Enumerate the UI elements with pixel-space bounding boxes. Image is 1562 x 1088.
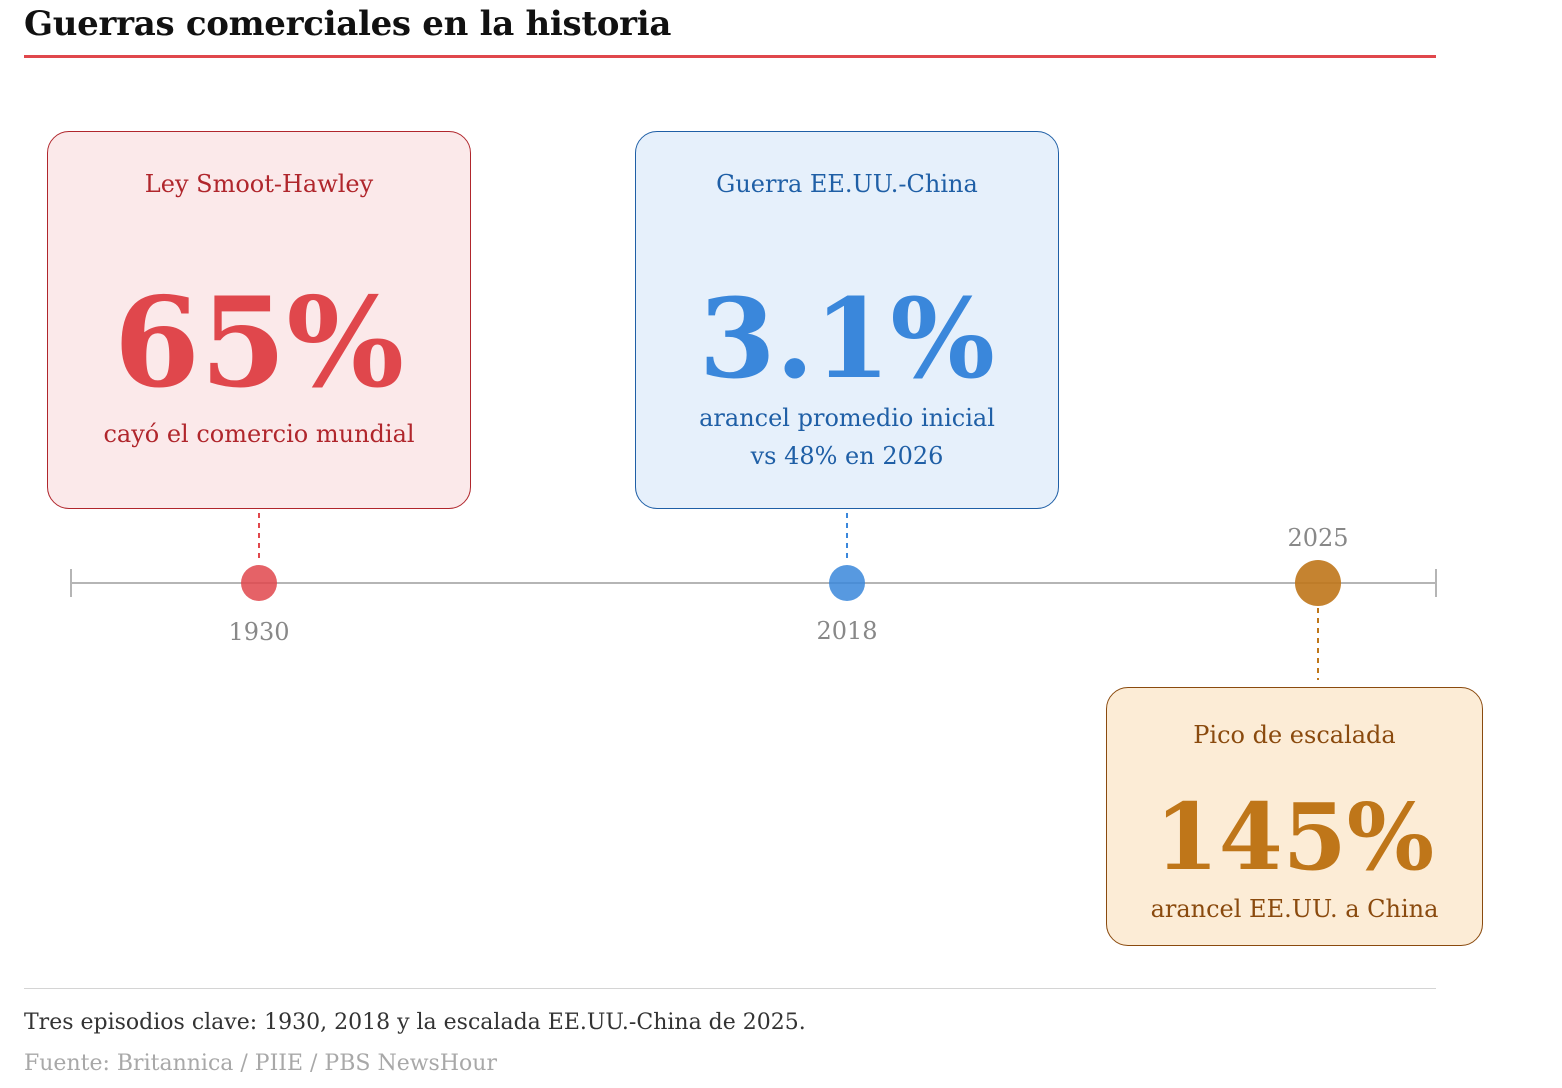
event-value: 65% — [113, 271, 405, 416]
marker-2018 — [829, 565, 865, 601]
event-value: 3.1% — [699, 274, 995, 403]
event-value: 145% — [1154, 783, 1435, 891]
event-description: arancel promedio inicial vs 48% en 2026 — [636, 399, 1058, 475]
event-description-line: cayó el comercio mundial — [103, 420, 415, 448]
event-description-line: arancel promedio inicial — [699, 404, 995, 432]
event-description: cayó el comercio mundial — [48, 415, 470, 453]
event-description-line: vs 48% en 2026 — [750, 442, 944, 470]
marker-2025 — [1295, 560, 1341, 606]
event-label: Pico de escalada — [1193, 721, 1396, 749]
event-description-line: arancel EE.UU. a China — [1150, 895, 1439, 923]
marker-1930 — [241, 565, 277, 601]
event-card-2018: Guerra EE.UU.-China 3.1% arancel promedi… — [635, 131, 1059, 509]
event-label: Ley Smoot-Hawley — [144, 170, 374, 198]
event-card-1930: Ley Smoot-Hawley 65% cayó el comercio mu… — [47, 131, 471, 509]
year-label-1930: 1930 — [228, 618, 290, 646]
title-divider — [24, 55, 1436, 58]
year-label-2025: 2025 — [1287, 524, 1349, 552]
caption: Tres episodios clave: 1930, 2018 y la es… — [24, 1010, 806, 1035]
event-description: arancel EE.UU. a China — [1107, 890, 1482, 928]
year-label-2018: 2018 — [816, 617, 878, 645]
source-note: Fuente: Britannica / PIIE / PBS NewsHour — [24, 1051, 497, 1076]
event-card-2025: Pico de escalada 145% arancel EE.UU. a C… — [1106, 687, 1483, 946]
event-label: Guerra EE.UU.-China — [716, 170, 978, 198]
footer-divider — [24, 988, 1436, 989]
page-title: Guerras comerciales en la historia — [24, 4, 672, 44]
